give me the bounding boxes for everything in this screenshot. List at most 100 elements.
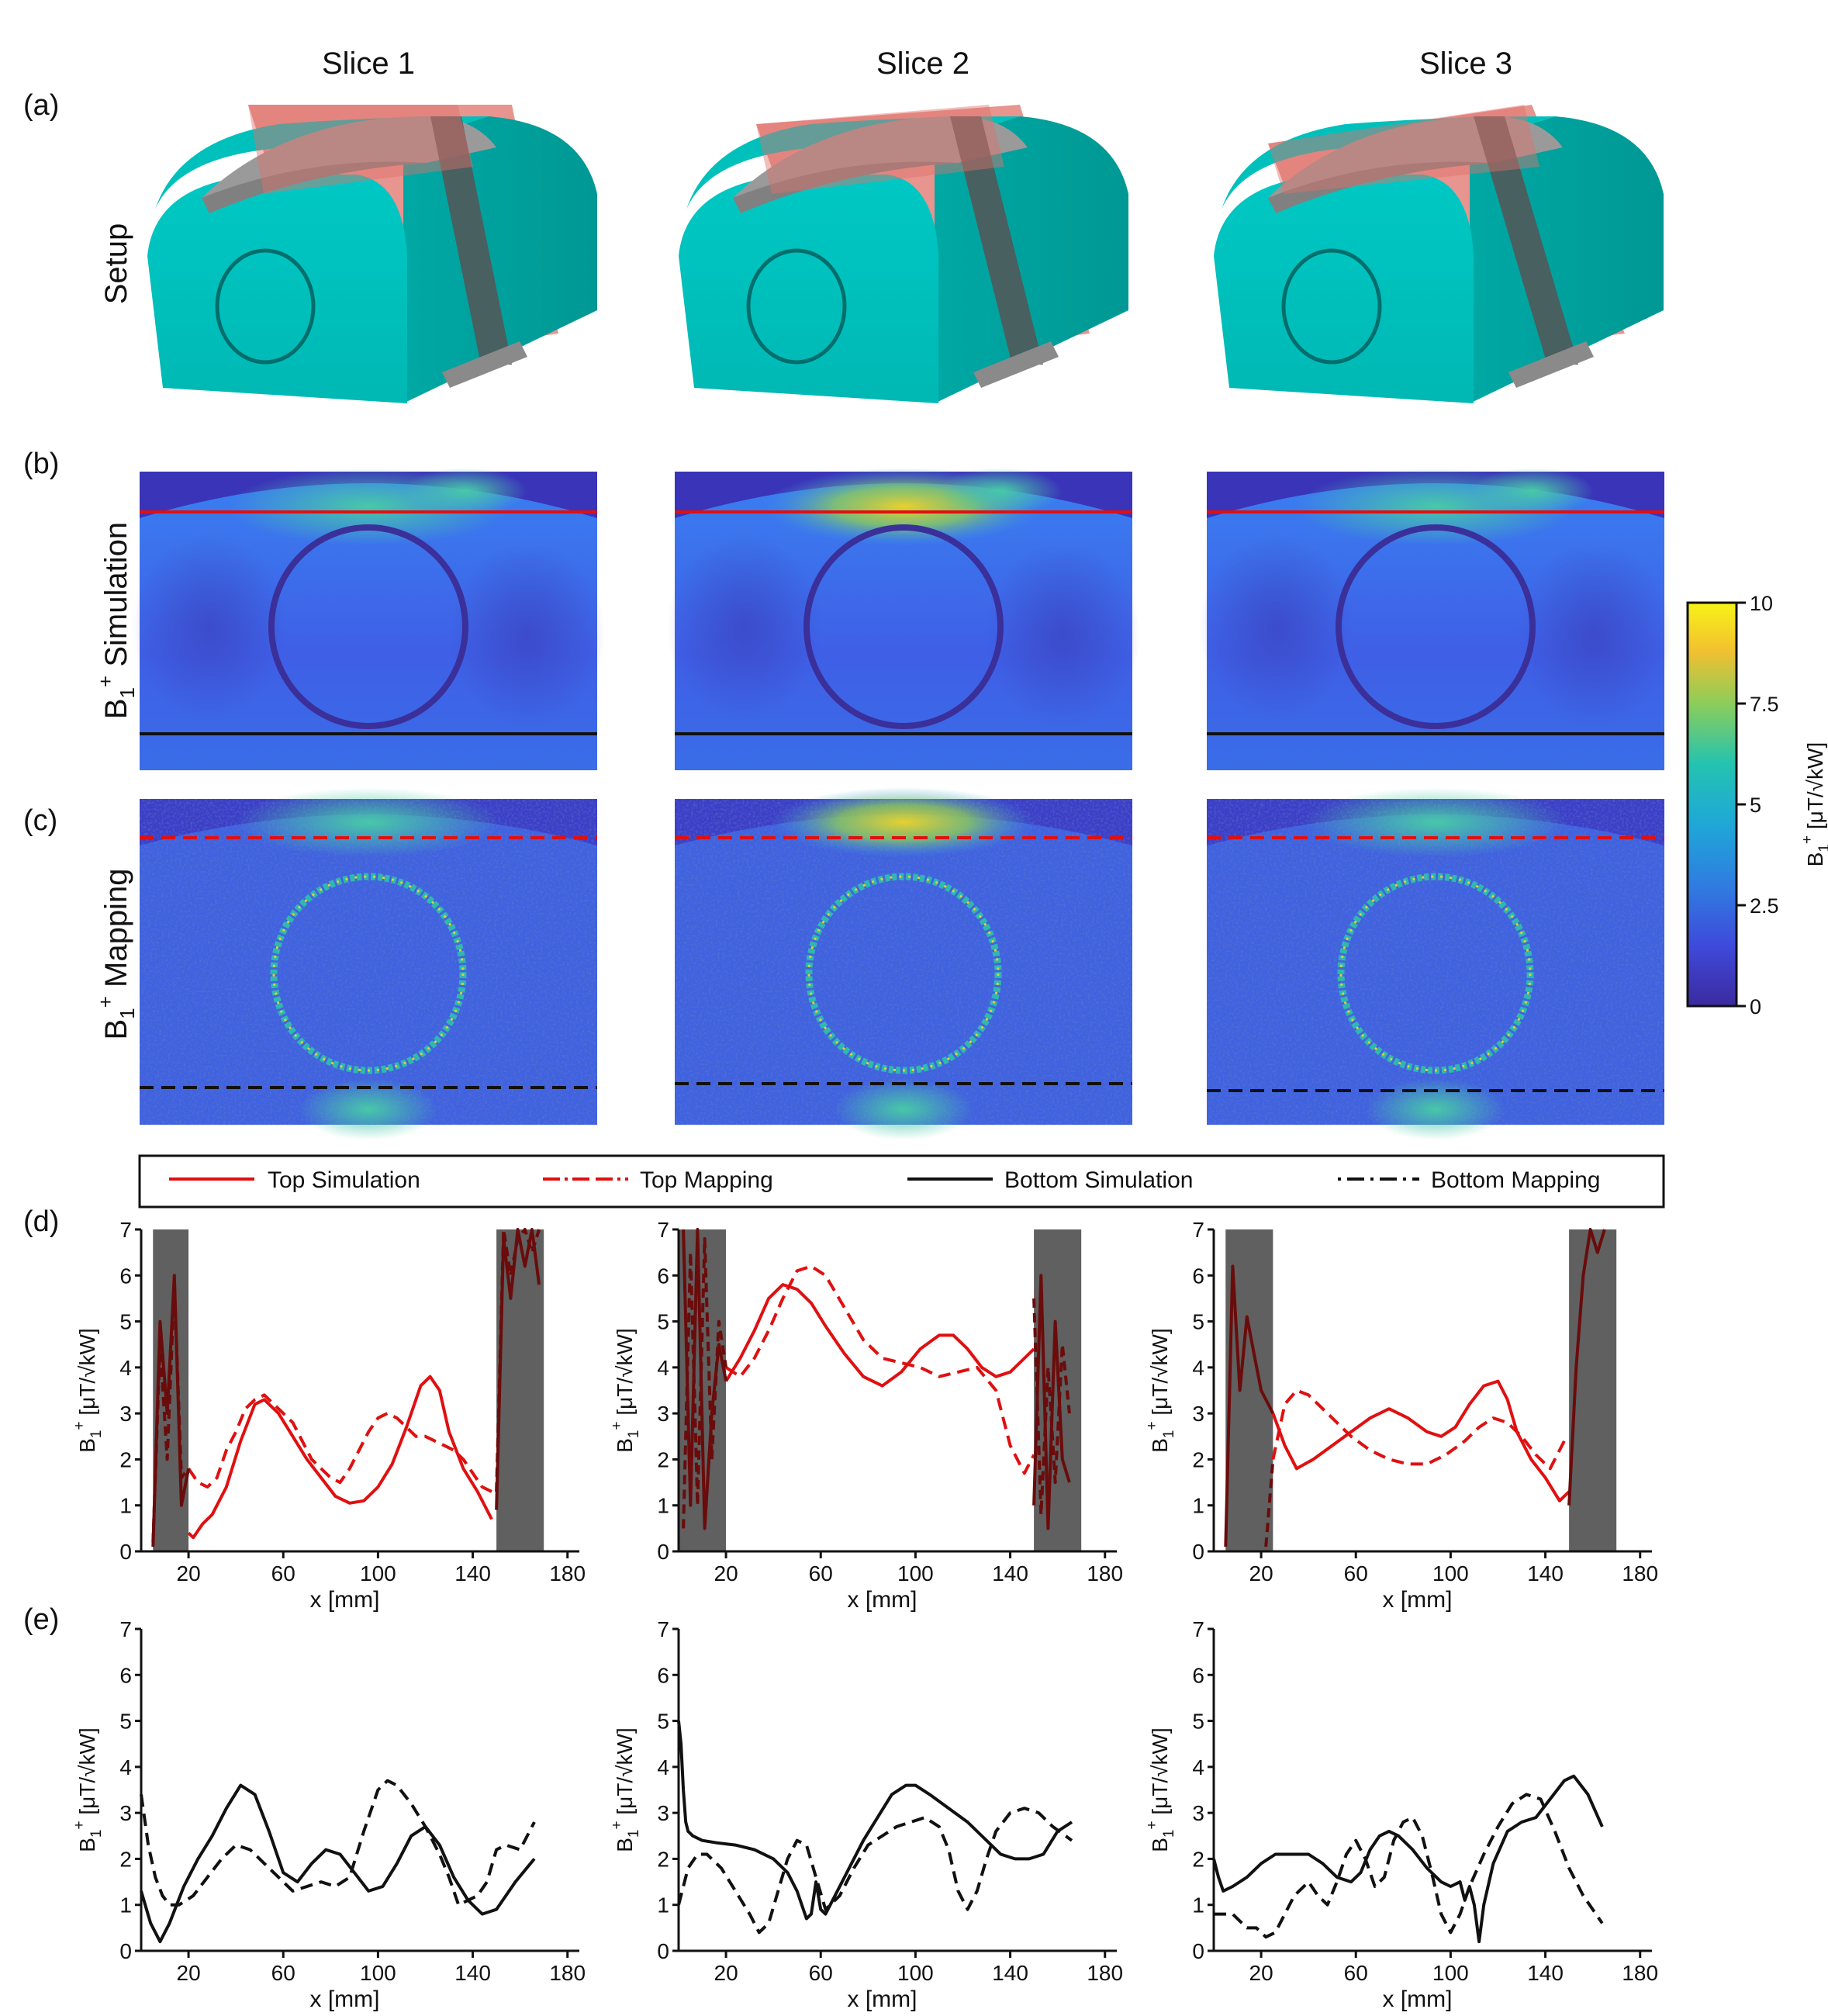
- y-axis-label-part: B: [75, 1838, 99, 1852]
- y-tick-label: 3: [1192, 1801, 1204, 1825]
- y-axis-label: B1+ [μT/√kW]: [71, 1328, 105, 1453]
- y-axis-label-part: B: [613, 1838, 637, 1852]
- phantom-ring: [1281, 248, 1382, 365]
- x-tick-label: 100: [360, 1561, 396, 1585]
- y-tick-label: 0: [1192, 1540, 1204, 1564]
- y-tick-label: 4: [1192, 1356, 1204, 1380]
- y-axis-label-part: B: [1148, 1838, 1172, 1852]
- coil-array-bottom: [1508, 341, 1594, 388]
- legend-label-top-sim: Top Simulation: [268, 1167, 420, 1193]
- y-axis-label-part: +: [609, 1821, 625, 1829]
- panel-label-e: (e): [23, 1603, 59, 1636]
- phantom-ring: [268, 524, 468, 729]
- colorbar-label: B1+ [μT/√kW]: [1799, 742, 1828, 867]
- x-tick-label: 140: [992, 1961, 1028, 1985]
- colorbar-tick-label: 7.5: [1750, 693, 1779, 716]
- y-tick-label: 7: [119, 1617, 132, 1641]
- series-bottom-simulation: [140, 1783, 536, 1944]
- y-tick-label: 0: [1192, 1939, 1204, 1963]
- series-top-simulation-shaded-: [1224, 1264, 1275, 1547]
- panel-label-b: (b): [23, 448, 59, 480]
- x-tick-label: 180: [1622, 1561, 1658, 1585]
- y-axis-label-part: +: [609, 1421, 625, 1430]
- y-tick-label: 5: [657, 1310, 669, 1334]
- x-tick-label: 140: [1527, 1561, 1564, 1585]
- top-hotspot-2: [403, 468, 527, 514]
- phantom-front: [147, 175, 407, 403]
- phantom-front: [679, 175, 938, 403]
- y-tick-label: 2: [1192, 1847, 1204, 1871]
- simulation-map-1: [132, 468, 605, 770]
- y-tick-label: 4: [1192, 1755, 1204, 1779]
- y-axis-label-part: B: [613, 1438, 637, 1453]
- y-axis-label: B1+ [μT/√kW]: [609, 1727, 642, 1852]
- coil-array-bottom: [973, 341, 1059, 388]
- legend-label-bottom-map: Bottom Mapping: [1431, 1167, 1600, 1193]
- colorbar-tick-label: 0: [1750, 995, 1761, 1018]
- phantom-ring: [803, 524, 1004, 729]
- x-tick-label: 20: [714, 1561, 738, 1585]
- y-axis-label-part: [μT/√kW]: [613, 1328, 637, 1421]
- x-axis-label: x [mm]: [1383, 1987, 1453, 2012]
- legend: Top Simulation Top Mapping Bottom Simula…: [138, 1154, 1665, 1209]
- cb-label-sup: +: [1799, 835, 1816, 844]
- row-label-simulation: B1+ Simulation: [94, 522, 139, 719]
- y-tick-label: 7: [657, 1617, 669, 1641]
- top-hotspot: [237, 787, 500, 857]
- x-tick-label: 20: [1249, 1961, 1273, 1985]
- y-tick-label: 4: [119, 1356, 132, 1380]
- series-top-mapping-shaded-: [495, 1228, 541, 1492]
- y-tick-label: 3: [119, 1402, 132, 1426]
- y-tick-label: 4: [119, 1755, 132, 1779]
- series-top-mapping-shaded-: [682, 1236, 728, 1529]
- bottom-hotspot: [834, 1078, 973, 1140]
- series-bottom-mapping: [1214, 1793, 1604, 1939]
- y-tick-label: 4: [657, 1356, 669, 1380]
- x-axis-label: x [mm]: [848, 1587, 917, 1613]
- y-tick-label: 6: [657, 1663, 669, 1687]
- row-sim-sup: +: [94, 676, 117, 687]
- y-tick-label: 2: [657, 1847, 669, 1871]
- legend-label-bottom-sim: Bottom Simulation: [1004, 1167, 1193, 1193]
- series-bottom-mapping: [140, 1779, 536, 1907]
- colorbar-gradient: [1686, 601, 1738, 1008]
- x-tick-label: 60: [809, 1961, 833, 1985]
- row-map-sub: 1: [116, 1008, 139, 1018]
- phantom-ring: [1336, 524, 1536, 729]
- series-top-mapping-shaded-: [1032, 1298, 1071, 1516]
- y-tick-label: 6: [119, 1264, 132, 1288]
- row-map-b: B: [99, 1019, 133, 1040]
- y-axis-label-part: +: [71, 1821, 88, 1829]
- series-bottom-simulation: [1212, 1774, 1604, 1944]
- row-sim-rest: Simulation: [99, 522, 133, 676]
- setup-3: [1214, 105, 1664, 403]
- top-hotspot: [1304, 787, 1567, 857]
- y-tick-label: 7: [657, 1218, 669, 1242]
- coil-array-top: [733, 116, 1028, 198]
- x-axis-label: x [mm]: [848, 1987, 917, 2012]
- y-axis-label-part: [μT/√kW]: [1148, 1727, 1172, 1821]
- series-top-simulation: [724, 1283, 1035, 1388]
- colorbar-tick-label: 5: [1750, 794, 1761, 817]
- bottom-hotspot: [1366, 1078, 1505, 1140]
- slice-cut: [950, 116, 1043, 365]
- top-hotspot-2: [1470, 468, 1595, 514]
- y-axis-label-part: 1: [1161, 1430, 1177, 1439]
- x-tick-label: 100: [897, 1961, 934, 1985]
- phantom-ring: [215, 248, 316, 365]
- x-tick-label: 180: [549, 1961, 586, 1985]
- slice-plane-front: [248, 105, 473, 194]
- x-tick-label: 140: [992, 1561, 1028, 1585]
- y-tick-label: 0: [657, 1540, 669, 1564]
- y-tick-label: 3: [1192, 1402, 1204, 1426]
- y-tick-label: 3: [657, 1402, 669, 1426]
- x-tick-label: 140: [454, 1961, 491, 1985]
- row-map-sup: +: [94, 996, 117, 1008]
- setup-2: [679, 105, 1128, 403]
